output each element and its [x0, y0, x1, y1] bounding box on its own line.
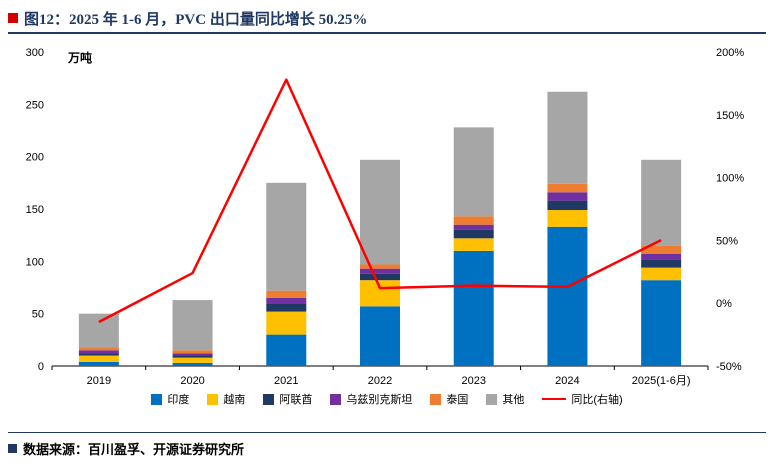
right-axis-tick-label: 0% — [716, 298, 732, 310]
x-axis-category-label: 2023 — [461, 375, 485, 387]
bar-segment — [453, 127, 494, 217]
legend-label: 越南 — [223, 394, 246, 406]
figure-title: 图12：2025 年 1-6 月，PVC 出口量同比增长 50.25% — [24, 11, 368, 28]
bar-segment — [547, 183, 588, 193]
title-marker-icon — [8, 13, 18, 23]
legend-line-icon — [542, 398, 567, 400]
legend-label: 乌兹别克斯坦 — [346, 394, 413, 406]
bar-segment — [360, 306, 400, 366]
legend-swatch-icon — [263, 393, 275, 405]
left-axis-tick-label: 100 — [26, 256, 44, 268]
bar-segment — [266, 311, 307, 335]
source-divider — [8, 432, 766, 433]
left-axis-tick-label: 50 — [32, 309, 44, 321]
left-axis-tick-label: 200 — [26, 152, 44, 164]
chart-legend: 印度 越南 阿联酋 乌兹别克斯坦 泰国 其他 同比(右轴) — [8, 388, 766, 410]
bar-segment — [641, 254, 682, 260]
legend-item-印度: 印度 — [151, 391, 189, 407]
bar-segment — [547, 226, 588, 366]
legend-label: 印度 — [167, 394, 190, 406]
x-axis-category-label: 2024 — [555, 375, 579, 387]
source-row: 数据来源：百川盈孚、开源证券研究所 — [8, 435, 766, 461]
legend-swatch-icon — [330, 393, 342, 405]
bar-segment — [78, 361, 119, 366]
legend-swatch-icon — [486, 393, 498, 405]
bar-segment — [172, 362, 213, 366]
bar-segment — [172, 300, 213, 351]
bar-segment — [360, 264, 400, 269]
legend-item-阿联酋: 阿联酋 — [263, 391, 312, 407]
left-axis-unit-label: 万吨 — [67, 50, 92, 65]
bar-segment — [641, 267, 682, 281]
bar-segment — [172, 357, 213, 363]
bar-segment — [172, 353, 213, 356]
legend-item-yoy: 同比(右轴) — [542, 391, 623, 407]
x-axis-category-label: 2020 — [180, 375, 204, 387]
legend-swatch-icon — [207, 393, 219, 405]
bar-segment — [78, 347, 119, 351]
yoy-line — [98, 78, 662, 324]
bar-segment — [360, 268, 400, 274]
left-axis-tick-label: 250 — [26, 99, 44, 111]
bar-segment — [266, 297, 307, 304]
x-axis-category-label: 2021 — [274, 375, 298, 387]
right-axis-tick-label: 150% — [716, 110, 744, 122]
left-axis-tick-label: 300 — [26, 47, 44, 59]
bar-segment — [453, 229, 494, 239]
title-divider — [8, 32, 766, 34]
legend-label: 泰国 — [446, 394, 469, 406]
right-axis-tick-label: 200% — [716, 47, 744, 59]
legend-label: 阿联酋 — [279, 394, 313, 406]
right-axis-tick-label: 50% — [716, 235, 738, 247]
legend-swatch-icon — [151, 393, 163, 405]
legend-item-乌兹别克斯坦: 乌兹别克斯坦 — [330, 391, 412, 407]
bar-segment — [453, 216, 494, 225]
bar-segment — [547, 210, 588, 227]
legend-item-其他: 其他 — [486, 391, 524, 407]
bar-segment — [547, 200, 588, 211]
right-axis-tick-label: -50% — [716, 361, 742, 373]
bar-segment — [78, 353, 119, 356]
bar-segment — [641, 159, 682, 246]
bar-segment — [266, 303, 307, 312]
bar-segment — [453, 238, 494, 251]
x-axis-category-label: 2022 — [368, 375, 392, 387]
figure-title-row: 图12：2025 年 1-6 月，PVC 出口量同比增长 50.25% — [8, 6, 766, 30]
bar-segment — [547, 192, 588, 201]
legend-label: 其他 — [502, 394, 525, 406]
pvc-export-stacked-bar-chart: 0 50 100 150 200 250 300 -50% 0% 50% 100% 150% 200% 2… — [26, 47, 745, 387]
bar-segment — [360, 273, 400, 281]
x-axis-category-label: 2025(1-6月) — [632, 375, 691, 387]
bar-segment — [78, 350, 119, 354]
bar-segment — [641, 259, 682, 268]
bar-segment — [266, 334, 307, 366]
bar-segment — [172, 355, 213, 358]
source-marker-icon — [8, 443, 17, 453]
bar-segment — [266, 182, 307, 291]
legend-item-越南: 越南 — [207, 391, 245, 407]
left-axis-tick-label: 0 — [38, 361, 44, 373]
bar-segment — [453, 250, 494, 366]
bar-segment — [172, 350, 213, 354]
legend-label: 同比(右轴) — [571, 394, 623, 406]
bar-segment — [453, 224, 494, 230]
data-source: 数据来源：百川盈孚、开源证券研究所 — [23, 441, 245, 457]
bar-segment — [547, 91, 588, 184]
legend-swatch-icon — [430, 393, 442, 405]
bar-segment — [266, 290, 307, 298]
bar-segment — [360, 280, 400, 307]
left-axis-tick-label: 150 — [26, 204, 44, 216]
x-axis-category-label: 2019 — [87, 375, 111, 387]
bar-segment — [78, 355, 119, 362]
right-axis-tick-label: 100% — [716, 173, 744, 185]
bar-segment — [360, 159, 400, 265]
bar-segment — [78, 313, 119, 348]
bar-segment — [641, 245, 682, 255]
bar-segment — [641, 280, 682, 366]
legend-item-泰国: 泰国 — [430, 391, 468, 407]
